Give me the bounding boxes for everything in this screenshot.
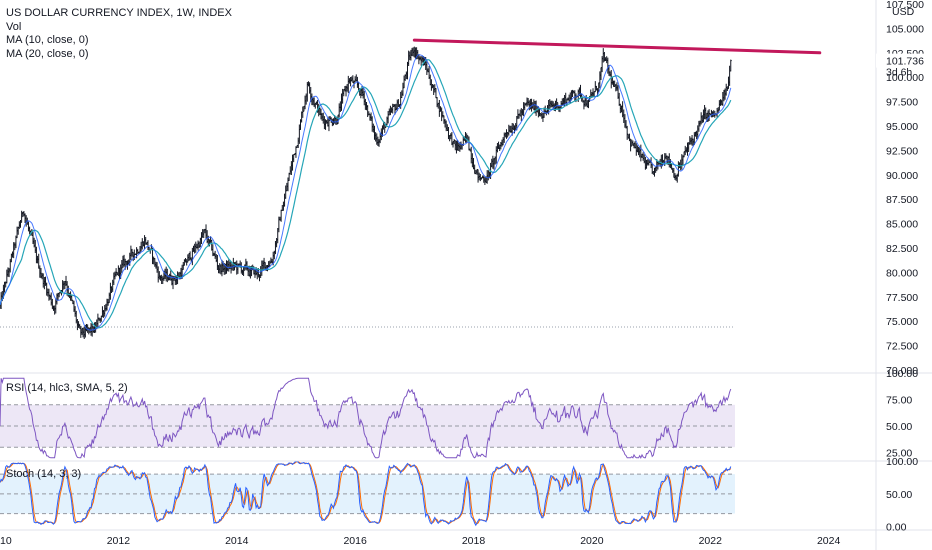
ma20-line [0, 59, 732, 329]
candle-247 [280, 209, 283, 222]
stoch-label[interactable]: Stoch (14, 3, 3) [6, 468, 82, 480]
time-tick-label: 2014 [225, 535, 249, 547]
price-tick-label: 95.000 [886, 121, 918, 133]
candle-642 [729, 59, 732, 72]
price-tick-label: 75.000 [886, 316, 918, 328]
price-pane[interactable] [0, 38, 822, 339]
price-tick-label: 80.000 [886, 267, 918, 279]
chart-title[interactable]: US DOLLAR CURRENCY INDEX, 1W, INDEX [6, 7, 232, 19]
price-tick-label: 72.500 [886, 341, 918, 353]
candle-260 [294, 146, 297, 158]
time-tick-label: 2012 [107, 535, 131, 547]
countdown-label: 3d 6h [886, 67, 912, 79]
price-tick-label: 87.500 [886, 194, 918, 206]
time-tick-label: 10 [0, 535, 12, 547]
legend-ma10[interactable]: MA (10, close, 0) [6, 34, 89, 46]
stoch-k-line [0, 460, 732, 527]
price-tick-label: 105.000 [886, 23, 924, 35]
stoch-tick-label: 100.00 [886, 456, 918, 468]
price-tick-label: 97.500 [886, 97, 918, 109]
price-tick-label: 70.000 [886, 365, 918, 377]
price-tick-label: 77.500 [886, 292, 918, 304]
time-tick-label: 2022 [699, 535, 723, 547]
rsi-tick-label: 50.00 [886, 421, 912, 433]
rsi-pane[interactable] [0, 377, 735, 459]
price-tick-label: 85.000 [886, 219, 918, 231]
price-tick-label: 90.000 [886, 170, 918, 182]
rsi-tick-label: 100.00 [886, 368, 918, 380]
time-tick-label: 2016 [343, 535, 367, 547]
legend-vol[interactable]: Vol [6, 20, 22, 33]
legend-ma20[interactable]: MA (20, close, 0) [6, 47, 89, 60]
price-tick-label: 92.500 [886, 145, 918, 157]
ma10-line [0, 54, 732, 331]
rsi-tick-label: 25.00 [886, 448, 912, 460]
last-price-bg [876, 53, 932, 68]
price-tick-label: 82.500 [886, 243, 918, 255]
last-price-label: 101.736 [886, 56, 924, 68]
stoch-tick-label: 50.00 [886, 489, 912, 501]
time-tick-label: 2018 [462, 535, 486, 547]
rsi-tick-label: 75.00 [886, 395, 912, 407]
stoch-pane[interactable] [0, 460, 735, 527]
time-tick-label: 2020 [580, 535, 604, 547]
rsi-line [0, 377, 732, 459]
time-tick-label: 2024 [817, 535, 841, 547]
rsi-label[interactable]: RSI (14, hlc3, SMA, 5, 2) [6, 382, 128, 394]
currency-label: USD [892, 6, 915, 18]
stoch-tick-label: 0.00 [886, 522, 907, 534]
price-tick-label: 107.500 [886, 0, 924, 11]
price-tick-label: 100.000 [886, 72, 924, 84]
chart-legend: US DOLLAR CURRENCY INDEX, 1W, INDEX Vol … [6, 7, 232, 61]
resistance-trendline [412, 38, 822, 55]
